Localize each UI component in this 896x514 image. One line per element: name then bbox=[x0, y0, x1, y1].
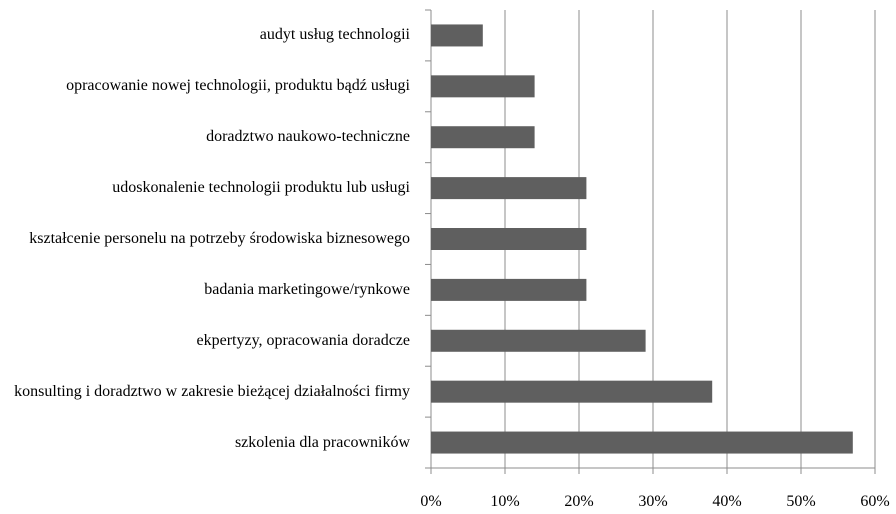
x-tick-label: 0% bbox=[420, 493, 441, 510]
bar bbox=[431, 177, 587, 200]
bar bbox=[431, 24, 483, 47]
y-tick-label: opracowanie nowej technologii, produktu … bbox=[66, 77, 410, 95]
y-tick-label: badania marketingowe/rynkowe bbox=[204, 280, 410, 298]
y-tick-label-box: konsulting i doradztwo w zakresie bieżąc… bbox=[0, 366, 410, 417]
y-tick-label-box: udoskonalenie technologii produktu lub u… bbox=[0, 163, 410, 214]
y-tick-label-box: audyt usług technologii bbox=[0, 10, 410, 61]
y-tick-label: audyt usług technologii bbox=[259, 26, 410, 44]
y-tick-label: udoskonalenie technologii produktu lub u… bbox=[112, 179, 410, 197]
x-tick-label: 20% bbox=[564, 493, 593, 510]
x-tick-label: 50% bbox=[786, 493, 815, 510]
bar bbox=[431, 278, 587, 301]
y-tick-label-box: szkolenia dla pracowników bbox=[0, 417, 410, 468]
y-tick-label-box: opracowanie nowej technologii, produktu … bbox=[0, 61, 410, 112]
x-tick-label: 10% bbox=[490, 493, 519, 510]
y-tick-label-box: badania marketingowe/rynkowe bbox=[0, 264, 410, 315]
y-tick-label: kształcenie personelu na potrzeby środow… bbox=[29, 229, 410, 247]
y-tick-label: ekpertyzy, opracowania doradcze bbox=[196, 331, 410, 349]
bar bbox=[431, 380, 713, 403]
bar bbox=[431, 228, 587, 250]
bar bbox=[431, 75, 535, 98]
x-tick-label: 60% bbox=[860, 493, 889, 510]
bar bbox=[431, 431, 853, 454]
x-tick-label: 30% bbox=[638, 493, 667, 510]
x-tick-label: 40% bbox=[712, 493, 741, 510]
y-tick-label: doradztwo naukowo-techniczne bbox=[206, 128, 410, 146]
y-tick-label: szkolenia dla pracowników bbox=[234, 433, 410, 451]
y-tick-label-box: doradztwo naukowo-techniczne bbox=[0, 112, 410, 163]
bar bbox=[431, 126, 535, 149]
y-tick-label-box: ekpertyzy, opracowania doradcze bbox=[0, 315, 410, 366]
y-tick-label: konsulting i doradztwo w zakresie bieżąc… bbox=[14, 382, 410, 400]
y-tick-label-box: kształcenie personelu na potrzeby środow… bbox=[0, 214, 410, 265]
bar bbox=[431, 329, 646, 352]
